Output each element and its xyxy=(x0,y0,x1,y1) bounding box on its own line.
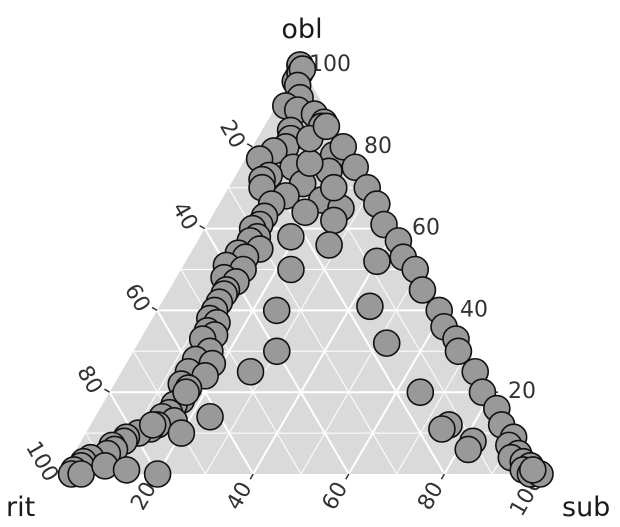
vertex-label-top: obl xyxy=(281,14,322,45)
data-point xyxy=(408,276,437,304)
tick-label-sub: 80 xyxy=(413,478,449,515)
data-point xyxy=(372,329,401,357)
grid-line xyxy=(204,187,373,475)
data-point xyxy=(277,255,305,284)
data-point xyxy=(356,292,384,321)
grid-line xyxy=(156,309,255,475)
data-point xyxy=(519,456,547,484)
data-point xyxy=(138,411,167,439)
data-point xyxy=(112,456,141,484)
tick-label-obl: 60 xyxy=(412,216,440,241)
data-point xyxy=(277,222,305,251)
grid-line xyxy=(396,351,469,475)
tick-label-sub: 60 xyxy=(318,478,354,515)
tick-label-rit: 40 xyxy=(167,198,203,235)
data-point xyxy=(444,337,473,366)
vertex-label-left: rit xyxy=(6,492,35,523)
data-point xyxy=(428,415,456,443)
tick-mark xyxy=(440,473,446,480)
tick-mark xyxy=(345,473,350,480)
tick-label-rit: 80 xyxy=(71,362,107,399)
data-point xyxy=(167,419,196,447)
data-point xyxy=(363,247,391,276)
data-point xyxy=(329,133,358,161)
data-point xyxy=(319,173,348,202)
tick-mark xyxy=(199,224,206,230)
grid-line xyxy=(347,309,445,475)
tick-mark xyxy=(249,473,254,480)
data-point xyxy=(341,153,370,182)
data-point xyxy=(320,206,348,235)
tick-label-rit: 60 xyxy=(119,280,155,317)
tick-mark xyxy=(151,306,158,312)
data-point xyxy=(236,357,265,386)
data-point xyxy=(406,378,435,407)
tick-mark xyxy=(246,143,253,148)
data-point xyxy=(262,296,291,325)
data-point xyxy=(315,231,343,259)
data-point xyxy=(67,460,95,488)
data-point xyxy=(454,435,483,464)
data-point xyxy=(196,402,224,431)
tick-label-rit: 100 xyxy=(20,437,63,486)
tick-label-obl: 40 xyxy=(460,297,488,322)
tick-label-rit: 20 xyxy=(214,116,250,153)
data-point xyxy=(295,149,324,177)
tick-label-obl: 80 xyxy=(364,134,392,159)
vertex-label-right: sub xyxy=(562,492,610,523)
tick-label-sub: 40 xyxy=(222,478,258,515)
tick-mark xyxy=(104,388,110,393)
tick-label-obl: 20 xyxy=(508,379,536,404)
data-point xyxy=(143,460,172,488)
data-point xyxy=(172,378,200,407)
data-point xyxy=(312,112,341,141)
data-point xyxy=(262,337,291,366)
grid-line xyxy=(300,269,421,475)
data-points xyxy=(57,51,554,488)
tick-label-obl: 100 xyxy=(309,52,351,77)
data-point xyxy=(291,198,319,227)
